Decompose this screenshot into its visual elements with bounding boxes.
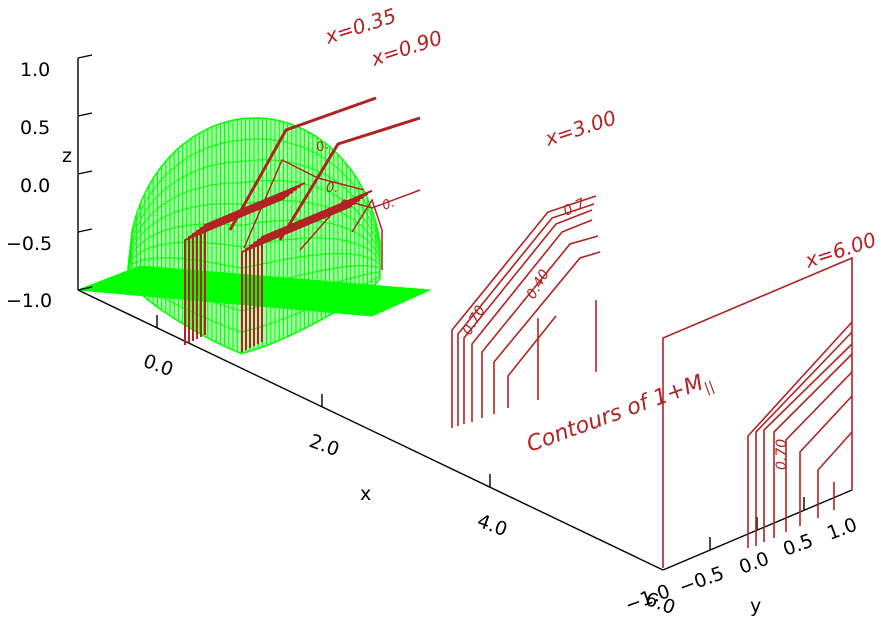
contour-line <box>763 343 853 542</box>
section-label-x600: x=6.00 <box>801 227 879 273</box>
z-tick-label: 0.0 <box>20 175 50 197</box>
contour-line <box>245 201 357 350</box>
surface-parallel <box>127 179 381 270</box>
y-tick-label: 1.0 <box>824 514 860 545</box>
y-tick-label: 0.5 <box>780 530 816 561</box>
z-tick-label: −0.5 <box>6 233 52 255</box>
z-tick-label: −1.0 <box>6 290 52 312</box>
contour-label: 0.70 <box>460 303 489 338</box>
contour-line <box>249 198 361 348</box>
contour-line <box>253 195 365 346</box>
contour-line <box>817 431 853 518</box>
contour-line <box>799 395 853 526</box>
x-axis-label: x <box>360 483 371 505</box>
y-tick-label: 0.0 <box>736 548 772 579</box>
contour-line <box>747 321 853 548</box>
z-tick <box>77 54 93 59</box>
x-tick-label: 0.0 <box>140 350 176 381</box>
y-tick-label: −0.5 <box>676 562 727 598</box>
z-tick <box>77 228 93 233</box>
contour-line <box>773 353 853 538</box>
contour-line <box>755 331 853 546</box>
contour-line <box>351 198 383 270</box>
contour-line <box>493 251 601 414</box>
y-axis-label: y <box>750 595 761 617</box>
axes <box>77 54 853 571</box>
contour-line <box>257 192 369 344</box>
contour-label: 0.70 <box>774 439 790 470</box>
section-x600-contours <box>662 256 853 568</box>
section-x600-frame <box>662 256 853 568</box>
contour-outline <box>228 96 377 231</box>
plot-title: Contours of 1+M|| <box>524 367 717 460</box>
contour-line <box>471 219 593 422</box>
contour-line <box>457 203 595 426</box>
contour-line <box>463 209 593 424</box>
contour-outline <box>278 116 421 241</box>
section-x035-contours <box>184 96 377 345</box>
plot-title-main: Contours of 1+M <box>524 371 707 458</box>
axis-labels: 1.0 0.5 0.0 −0.5 −1.0 z 0.0 2.0 4.0 6.0 … <box>6 59 860 619</box>
z-tick <box>77 112 93 117</box>
contour-line <box>188 194 290 343</box>
contour-line <box>184 197 286 345</box>
x-tick-label: 2.0 <box>306 430 342 461</box>
contour-line <box>243 158 365 249</box>
section-label-x300: x=3.00 <box>541 105 619 151</box>
contour-line <box>785 371 853 532</box>
contour-label: 0. <box>380 195 397 213</box>
z-tick <box>77 170 93 175</box>
contour-line <box>507 315 557 408</box>
contour-line <box>451 195 597 428</box>
contour-line <box>261 189 373 342</box>
contour-line <box>204 182 306 335</box>
contour-label: 0. <box>326 181 338 196</box>
contour-line <box>299 189 421 251</box>
section-x300-contours <box>451 195 601 428</box>
z-tick-label: 0.5 <box>20 117 50 139</box>
contour-label: 0. <box>314 137 331 155</box>
z-tick-label: 1.0 <box>20 59 50 81</box>
surface-parallel <box>127 138 381 269</box>
contour-line <box>481 235 599 418</box>
x-axis-line <box>77 289 664 571</box>
x-tick-label: 4.0 <box>474 510 510 541</box>
contour-line <box>192 191 294 341</box>
section-x090-contours <box>241 116 421 352</box>
contour-line <box>200 185 302 337</box>
contour-line <box>241 204 353 352</box>
z-tick <box>77 286 93 291</box>
z-axis-label: z <box>62 145 72 167</box>
